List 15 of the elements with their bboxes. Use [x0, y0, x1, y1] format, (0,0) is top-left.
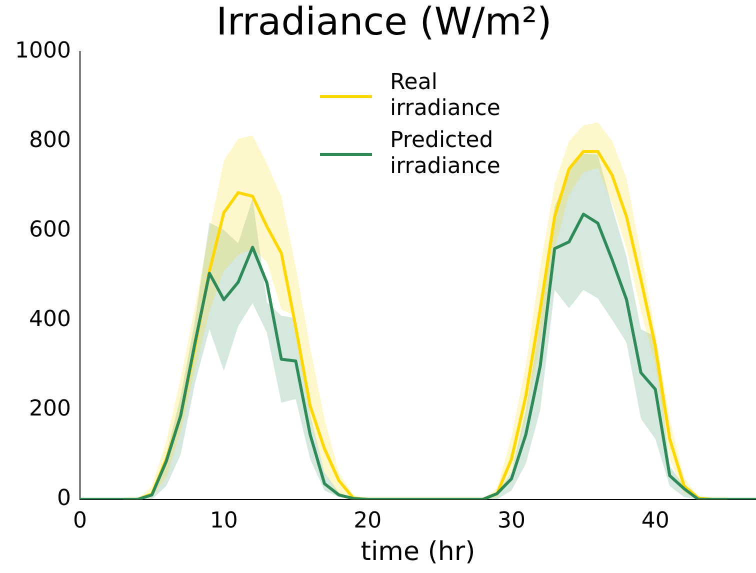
legend-label: Predicted irradiance	[390, 128, 502, 180]
x-tick-label: 0	[72, 508, 87, 534]
y-tick-label: 0	[56, 486, 71, 512]
x-tick-label: 30	[497, 508, 526, 534]
y-tick-label: 800	[28, 128, 71, 153]
x-tick-label: 20	[354, 508, 382, 534]
legend-label: Real irradiance	[390, 70, 502, 122]
chart-title: Irradiance (W/m²)	[216, 0, 552, 44]
x-axis-title: time (hr)	[360, 537, 476, 568]
y-tick-label: 1000	[14, 38, 71, 64]
y-tick-label: 400	[28, 307, 71, 332]
y-tick-label: 200	[28, 396, 71, 422]
y-tick-label: 600	[28, 217, 71, 242]
x-tick-label: 40	[641, 508, 670, 534]
x-tick-label: 10	[210, 508, 238, 534]
